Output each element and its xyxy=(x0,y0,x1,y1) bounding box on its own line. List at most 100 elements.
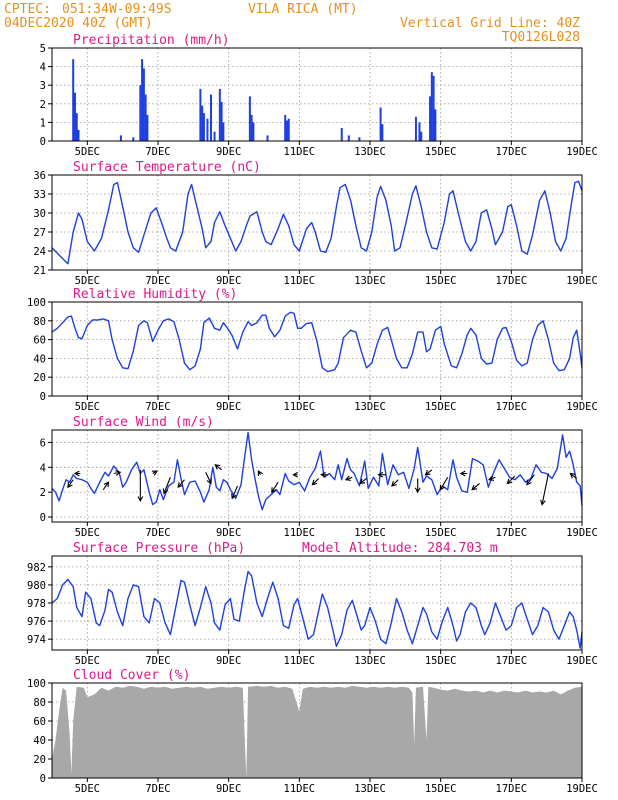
precipitation-mm-h-bar xyxy=(414,116,417,141)
surface-wind-m-s-ytick-label: 4 xyxy=(40,462,46,474)
surface-wind-m-s-arrow-head xyxy=(359,478,366,485)
surface-pressure-hpa-ytick-label: 976 xyxy=(27,616,46,628)
precipitation-mm-h-ytick-label: 3 xyxy=(40,80,46,92)
cloud-cover-ytick-label: 0 xyxy=(40,773,46,785)
surface-wind-m-s-arrow-head xyxy=(320,471,326,478)
surface-wind-m-s-arrow-head xyxy=(506,478,513,485)
surface-wind-m-s-title: Surface Wind (m/s) xyxy=(73,415,214,430)
surface-wind-m-s-arrow-head xyxy=(177,482,184,489)
surface-wind-m-s-ytick-label: 2 xyxy=(40,487,46,499)
surface-pressure-hpa-xtick-label: 5DEC xyxy=(75,655,100,667)
precipitation-mm-h-bar xyxy=(266,135,269,141)
precipitation-mm-h-ytick-label: 2 xyxy=(40,99,46,111)
surface-temperature-nc-ytick-label: 24 xyxy=(33,246,46,258)
surface-wind-m-s-arrow-shaft xyxy=(177,479,185,488)
surface-wind-m-s-line xyxy=(51,431,583,511)
surface-wind-m-s-xtick-label: 19DEC xyxy=(566,527,598,539)
relative-humidity-xtick-label: 17DEC xyxy=(496,401,528,413)
relative-humidity-xtick-label: 13DEC xyxy=(354,401,386,413)
cloud-cover-ytick-label: 20 xyxy=(33,754,46,766)
cloud-cover-ytick-label: 100 xyxy=(27,678,46,690)
cloud-cover-area xyxy=(52,685,582,778)
surface-temperature-nc-ytick-label: 33 xyxy=(33,189,46,201)
surface-pressure-hpa-xtick-label: 13DEC xyxy=(354,655,386,667)
precipitation-mm-h-bar xyxy=(250,114,253,141)
surface-wind-m-s-xtick-label: 7DEC xyxy=(145,527,170,539)
precipitation-mm-h-bar xyxy=(201,105,204,141)
precipitation-mm-h-bar xyxy=(434,109,437,141)
relative-humidity-xtick-label: 15DEC xyxy=(425,401,457,413)
surface-wind-m-s-arrow-shaft xyxy=(67,479,74,488)
surface-temperature-nc-xtick-label: 9DEC xyxy=(216,275,241,287)
surface-pressure-hpa-panel: Surface Pressure (hPa) 974 976 978 980 982 5DE… xyxy=(27,541,598,667)
precipitation-mm-h-xtick-label: 11DEC xyxy=(284,146,316,158)
surface-wind-m-s-arrow-shaft xyxy=(231,485,239,499)
surface-wind-m-s-arrow-shaft xyxy=(570,473,578,479)
surface-temperature-nc-xtick-label: 19DEC xyxy=(566,275,598,287)
relative-humidity-xtick-label: 5DEC xyxy=(75,401,100,413)
precipitation-mm-h-bar xyxy=(141,59,144,141)
relative-humidity-xtick-label: 19DEC xyxy=(566,401,598,413)
surface-wind-m-s-arrow-shaft xyxy=(271,481,279,493)
precipitation-mm-h-bar xyxy=(210,94,212,141)
surface-temperature-nc-xtick-label: 7DEC xyxy=(145,275,170,287)
surface-wind-m-s-arrow-head xyxy=(115,470,122,476)
surface-wind-m-s-arrow-shaft xyxy=(205,472,212,484)
relative-humidity-xtick-label: 9DEC xyxy=(216,401,241,413)
surface-wind-m-s-arrow-head xyxy=(162,488,169,495)
surface-wind-m-s-ytick-label: 0 xyxy=(40,512,46,524)
surface-wind-m-s-arrow-shaft xyxy=(214,464,222,471)
precipitation-mm-h-ytick-label: 0 xyxy=(40,136,46,148)
surface-wind-m-s-arrow-head xyxy=(67,482,73,489)
surface-wind-m-s-arrow-head xyxy=(257,470,263,477)
surface-wind-m-s-xtick-label: 11DEC xyxy=(284,527,316,539)
relative-humidity-frame xyxy=(51,301,583,397)
precipitation-mm-h-bar xyxy=(347,135,350,141)
precipitation-mm-h-bar xyxy=(379,107,382,141)
cloud-cover-xtick-label: 13DEC xyxy=(354,783,386,795)
cloud-cover-panel: Cloud Cover (%) 0 20 40 60 80 100 5DEC 7DEC 9DEC 1… xyxy=(27,668,598,795)
surface-wind-m-s-arrow-shaft xyxy=(541,473,549,505)
surface-wind-m-s-arrow-head xyxy=(344,475,352,481)
surface-wind-m-s-arrow-head xyxy=(151,470,158,476)
precipitation-mm-h-xtick-label: 17DEC xyxy=(496,146,528,158)
surface-wind-m-s-arrow-head xyxy=(471,484,478,491)
precipitation-mm-h-bar xyxy=(432,75,435,141)
surface-pressure-hpa-ytick-label: 974 xyxy=(27,634,46,646)
surface-pressure-hpa-title: Surface Pressure (hPa) xyxy=(73,541,245,556)
precipitation-mm-h-bar xyxy=(142,68,145,141)
surface-wind-m-s-arrow-head xyxy=(271,487,277,494)
relative-humidity-xtick-label: 7DEC xyxy=(145,401,170,413)
precipitation-mm-h-ytick-label: 1 xyxy=(40,117,46,129)
surface-wind-m-s-arrow-head xyxy=(459,470,466,477)
surface-wind-m-s-arrow-head xyxy=(439,484,445,491)
surface-temperature-nc-xtick-label: 11DEC xyxy=(284,275,316,287)
precipitation-mm-h-bar xyxy=(132,137,135,141)
precipitation-mm-h-xtick-label: 19DEC xyxy=(566,146,598,158)
precipitation-mm-h-bar xyxy=(202,113,205,141)
relative-humidity-ytick-label: 20 xyxy=(33,372,46,384)
header-source: CPTEC: xyxy=(4,2,51,17)
precipitation-mm-h-bar xyxy=(252,122,255,141)
precipitation-mm-h-panel: Precipitation (mm/h) 0 1 2 3 4 5 5DEC 7DEC 9DEC 11… xyxy=(40,33,598,158)
surface-temperature-nc-ytick-label: 30 xyxy=(33,208,46,220)
cloud-cover-ytick-label: 60 xyxy=(33,716,46,728)
surface-temperature-nc-line xyxy=(51,180,583,265)
precipitation-mm-h-bar xyxy=(75,113,78,141)
cloud-cover-xtick-label: 5DEC xyxy=(75,783,100,795)
cloud-cover-title: Cloud Cover (%) xyxy=(73,668,190,683)
surface-wind-m-s-ytick-label: 6 xyxy=(40,437,46,449)
surface-wind-m-s-arrow-shaft xyxy=(359,478,367,484)
surface-wind-m-s-arrow-shaft xyxy=(391,479,399,487)
surface-temperature-nc-ytick-label: 21 xyxy=(33,265,46,277)
surface-wind-m-s-xtick-label: 9DEC xyxy=(216,527,241,539)
surface-temperature-nc-xtick-label: 13DEC xyxy=(354,275,386,287)
precipitation-mm-h-bar xyxy=(146,114,149,141)
precipitation-mm-h-bar xyxy=(429,96,432,141)
surface-temperature-nc-xtick-label: 15DEC xyxy=(425,275,457,287)
surface-wind-m-s-arrow-head xyxy=(414,487,421,494)
surface-temperature-nc-panel: Surface Temperature (nC) 21 24 27 30 33 36 5DEC… xyxy=(33,160,597,287)
surface-pressure-hpa-ytick-label: 980 xyxy=(27,580,46,592)
surface-wind-m-s-arrow-shaft xyxy=(425,469,433,476)
relative-humidity-xtick-label: 11DEC xyxy=(284,401,316,413)
